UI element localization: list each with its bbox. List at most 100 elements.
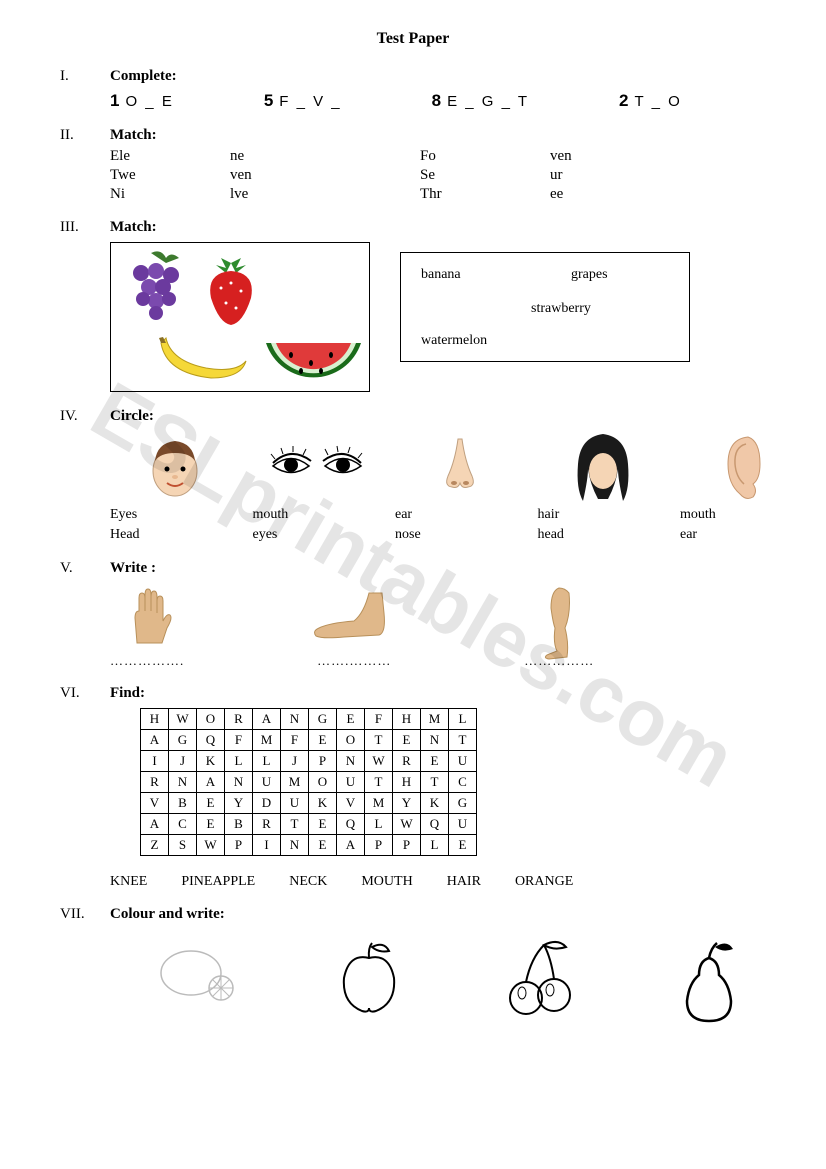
roman-6: VI. <box>60 685 110 702</box>
apple-outline-icon <box>324 933 414 1018</box>
word-search-grid: HWORANGEFHMLAGQFMFEOTENTIJKLLJPNWREURNAN… <box>140 708 477 856</box>
grid-cell: N <box>281 835 309 856</box>
search-word: KNEE <box>110 874 147 890</box>
heading-6: Find: <box>110 685 145 701</box>
grid-cell: U <box>253 772 281 793</box>
section-6: VI. Find: HWORANGEFHMLAGQFMFEOTENTIJKLLJ… <box>60 685 766 890</box>
grid-cell: M <box>421 709 449 730</box>
q2-c1-r1: Ele <box>110 148 230 165</box>
q1-item-3: 8E _ G _ T <box>432 91 529 111</box>
grid-cell: A <box>337 835 365 856</box>
page-title: Test Paper <box>60 30 766 48</box>
grid-cell: P <box>365 835 393 856</box>
grid-cell: P <box>393 835 421 856</box>
grid-cell: E <box>197 814 225 835</box>
grid-cell: E <box>337 709 365 730</box>
grid-cell: B <box>225 814 253 835</box>
head-icon <box>145 431 205 501</box>
grid-cell: A <box>197 772 225 793</box>
grid-cell: T <box>365 772 393 793</box>
grid-cell: C <box>169 814 197 835</box>
grid-cell: E <box>309 835 337 856</box>
grid-cell: L <box>253 751 281 772</box>
section-5: V. Write : ……………. …….……… <box>60 560 766 669</box>
q1-item-4: 2T _ O <box>619 91 682 111</box>
grid-cell: M <box>365 793 393 814</box>
heading-5: Write : <box>110 560 156 576</box>
grid-cell: E <box>309 730 337 751</box>
grid-cell: A <box>253 709 281 730</box>
grid-cell: I <box>253 835 281 856</box>
q4-item-hair: hairhead <box>538 431 668 544</box>
grid-cell: W <box>197 835 225 856</box>
grid-cell: P <box>225 835 253 856</box>
search-word: PINEAPPLE <box>181 874 255 890</box>
q2-c1-r3: Ni <box>110 186 230 203</box>
fruit-svg <box>111 243 371 393</box>
grid-cell: E <box>393 730 421 751</box>
heading-2: Match: <box>110 127 157 143</box>
grid-cell: H <box>141 709 169 730</box>
grid-cell: L <box>225 751 253 772</box>
leg-icon <box>529 583 589 663</box>
grid-cell: G <box>449 793 477 814</box>
q5-leg: …………… <box>524 583 594 669</box>
grid-cell: M <box>253 730 281 751</box>
grid-cell: R <box>225 709 253 730</box>
q1-row: 1O _ E 5F _ V _ 8E _ G _ T 2T _ O <box>110 91 766 111</box>
search-word: HAIR <box>447 874 481 890</box>
grid-cell: Q <box>421 814 449 835</box>
grid-cell: D <box>253 793 281 814</box>
word-strawberry: strawberry <box>531 301 591 317</box>
q4-item-nose: earnose <box>395 431 525 544</box>
grid-cell: E <box>421 751 449 772</box>
word-watermelon: watermelon <box>421 333 487 349</box>
grid-cell: L <box>449 709 477 730</box>
grid-cell: O <box>197 709 225 730</box>
eyes-icon <box>263 441 373 491</box>
q2-columns: Ele Twe Ni ne ven lve Fo Se Thr ven ur e… <box>110 148 766 203</box>
q2-c2-r3: lve <box>230 186 420 203</box>
q2-c2-r1: ne <box>230 148 420 165</box>
grid-cell: O <box>337 730 365 751</box>
roman-2: II. <box>60 127 110 144</box>
grid-cell: G <box>169 730 197 751</box>
strawberry-icon <box>210 258 252 325</box>
grid-cell: V <box>141 793 169 814</box>
grid-cell: J <box>281 751 309 772</box>
grid-cell: A <box>141 730 169 751</box>
roman-7: VII. <box>60 906 110 923</box>
search-word: MOUTH <box>361 874 412 890</box>
grid-cell: T <box>449 730 477 751</box>
grid-cell: Y <box>393 793 421 814</box>
grid-cell: W <box>393 814 421 835</box>
grid-cell: L <box>421 835 449 856</box>
grid-cell: F <box>225 730 253 751</box>
word-banana: banana <box>421 267 461 283</box>
q2-c3-r3: Thr <box>420 186 550 203</box>
roman-3: III. <box>60 219 110 236</box>
roman-5: V. <box>60 560 110 577</box>
roman-4: IV. <box>60 408 110 425</box>
grid-cell: T <box>421 772 449 793</box>
grid-cell: T <box>365 730 393 751</box>
grid-cell: Z <box>141 835 169 856</box>
grid-cell: N <box>337 751 365 772</box>
grid-cell: H <box>393 709 421 730</box>
grid-cell: A <box>141 814 169 835</box>
grid-cell: P <box>309 751 337 772</box>
watermelon-icon <box>266 343 361 377</box>
grid-cell: S <box>169 835 197 856</box>
q4-item-ear: mouthear <box>680 431 810 544</box>
roman-1: I. <box>60 68 110 85</box>
q2-c3-r2: Se <box>420 167 550 184</box>
grid-cell: U <box>449 814 477 835</box>
fruit-image-box <box>110 242 370 392</box>
grid-cell: N <box>225 772 253 793</box>
heading-4: Circle: <box>110 408 154 424</box>
grid-cell: F <box>365 709 393 730</box>
grid-cell: E <box>197 793 225 814</box>
grid-cell: Q <box>197 730 225 751</box>
grid-cell: N <box>169 772 197 793</box>
section-4: IV. Circle: EyesHead <box>60 408 766 544</box>
